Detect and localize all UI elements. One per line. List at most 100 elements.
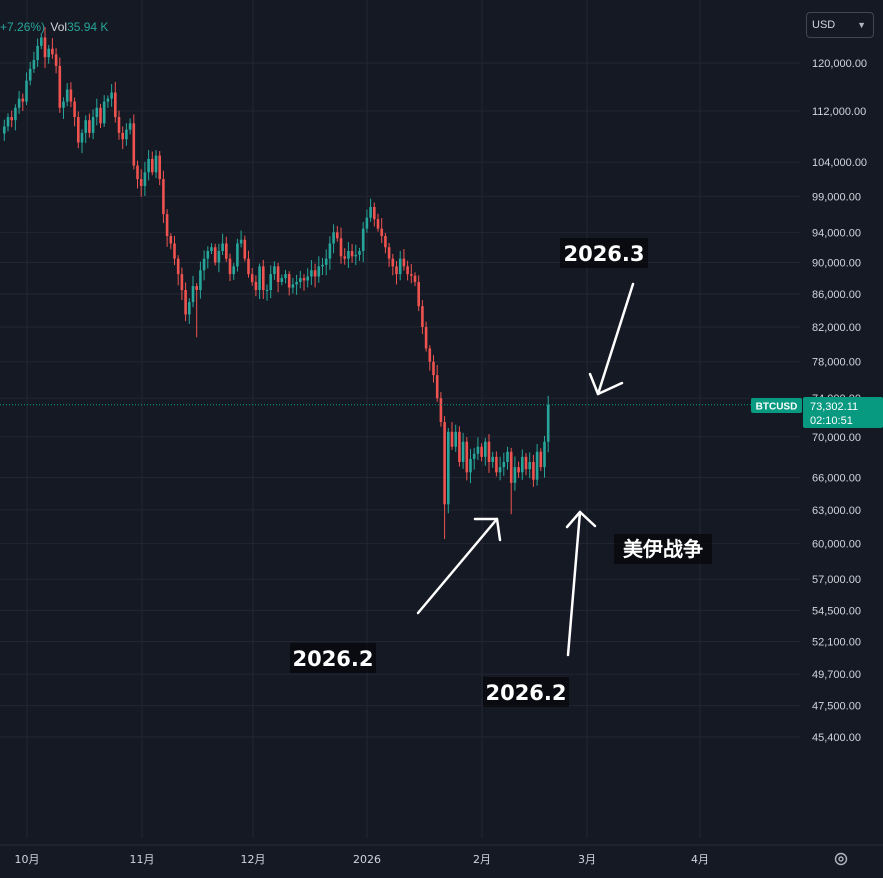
candle-body (165, 214, 169, 237)
candle-body (84, 120, 87, 133)
candle (110, 84, 113, 107)
candle (221, 233, 224, 256)
candle-body (106, 98, 110, 102)
candle (310, 259, 313, 285)
candle (373, 202, 376, 227)
gear-icon[interactable] (833, 851, 849, 867)
candle-body (487, 441, 491, 462)
candle-body (328, 243, 332, 259)
candle (299, 270, 302, 289)
candles[interactable] (3, 26, 550, 540)
candle (413, 272, 417, 287)
y-tick-label: 54,500.00 (812, 605, 861, 617)
candle-body (36, 45, 39, 61)
candle (354, 244, 358, 266)
annotation-us-iran-war: 美伊战争 (623, 537, 703, 561)
candle-body (539, 451, 543, 468)
candle (169, 233, 173, 250)
candle-body (269, 274, 272, 290)
candle (58, 57, 62, 113)
candle-body (350, 251, 354, 257)
candle-body (239, 239, 243, 244)
candle (217, 243, 221, 273)
candle (447, 427, 450, 514)
candle (280, 274, 284, 286)
arrow-2026-3 (588, 282, 635, 396)
candle-body (91, 117, 95, 133)
candle (273, 261, 276, 280)
candle-body (69, 89, 73, 102)
x-tick-label: 10月 (15, 853, 40, 866)
candle-body (358, 251, 361, 255)
candle (36, 38, 39, 67)
candle-body (162, 179, 165, 215)
candle (339, 227, 343, 264)
annotation-2026-2-right: 2026.2 (485, 681, 566, 705)
candle-body (117, 117, 121, 133)
time-axis[interactable]: 10月 11月 12月 2026 2月 3月 4月 (0, 844, 883, 866)
candle (80, 129, 84, 154)
candle-body (210, 247, 213, 252)
candle-body (535, 451, 539, 480)
candle (350, 244, 354, 263)
candle (509, 447, 513, 515)
candle (77, 111, 80, 149)
candle (406, 260, 409, 281)
candle-body (332, 232, 335, 244)
candle (136, 160, 139, 189)
candle-body (184, 289, 187, 315)
candle (206, 246, 210, 269)
candle-body (10, 117, 13, 121)
candle (180, 267, 184, 301)
candle-body (313, 270, 317, 277)
x-tick-label: 4月 (691, 853, 709, 866)
candle (521, 449, 524, 480)
candle-body (151, 158, 154, 173)
candle (62, 97, 65, 119)
candle (376, 213, 380, 232)
candle-body (180, 274, 184, 290)
price-tag: BTCUSD 73,302.11 02:10:51 (751, 397, 883, 428)
candle (88, 113, 91, 138)
candle-body (450, 431, 454, 447)
candle (162, 170, 165, 224)
candle (188, 298, 191, 324)
candle-body (302, 278, 306, 281)
candle (410, 264, 413, 284)
candle (432, 355, 435, 383)
x-tick-label: 3月 (578, 853, 596, 866)
candle-body (62, 101, 65, 108)
candle-body (521, 456, 524, 473)
candle (262, 259, 265, 299)
candle-body (169, 236, 173, 244)
candle (332, 224, 335, 254)
arrow-2026-2-left (416, 517, 502, 615)
price-tag-countdown: 02:10:51 (810, 415, 853, 427)
candle-body (110, 92, 113, 99)
price-axis[interactable]: 120,000.00 112,000.00 104,000.00 99,000.00 9… (812, 58, 867, 744)
annotation-labels: 2026.3 2026.2 2026.2 美伊战争 (290, 238, 712, 707)
candle-body (73, 101, 76, 118)
price-tag-symbol: BTCUSD (756, 402, 798, 413)
candle (154, 150, 158, 179)
candle (125, 123, 128, 146)
candle-body (365, 217, 369, 229)
candle (387, 242, 391, 267)
change-percent: +7.26%) (0, 20, 46, 34)
y-tick-label: 104,000.00 (812, 157, 867, 169)
candle (417, 275, 420, 312)
candle (158, 151, 161, 186)
candle (69, 82, 73, 108)
candle-body (498, 467, 502, 473)
y-tick-label: 94,000.00 (812, 227, 861, 239)
candle (384, 232, 387, 254)
candle-body (132, 123, 136, 166)
candle (173, 235, 176, 266)
candle-body (77, 117, 80, 143)
candle (236, 238, 239, 272)
currency-selector[interactable]: USD ▼ (806, 12, 874, 38)
candle (295, 274, 298, 295)
candle-body (206, 251, 210, 259)
